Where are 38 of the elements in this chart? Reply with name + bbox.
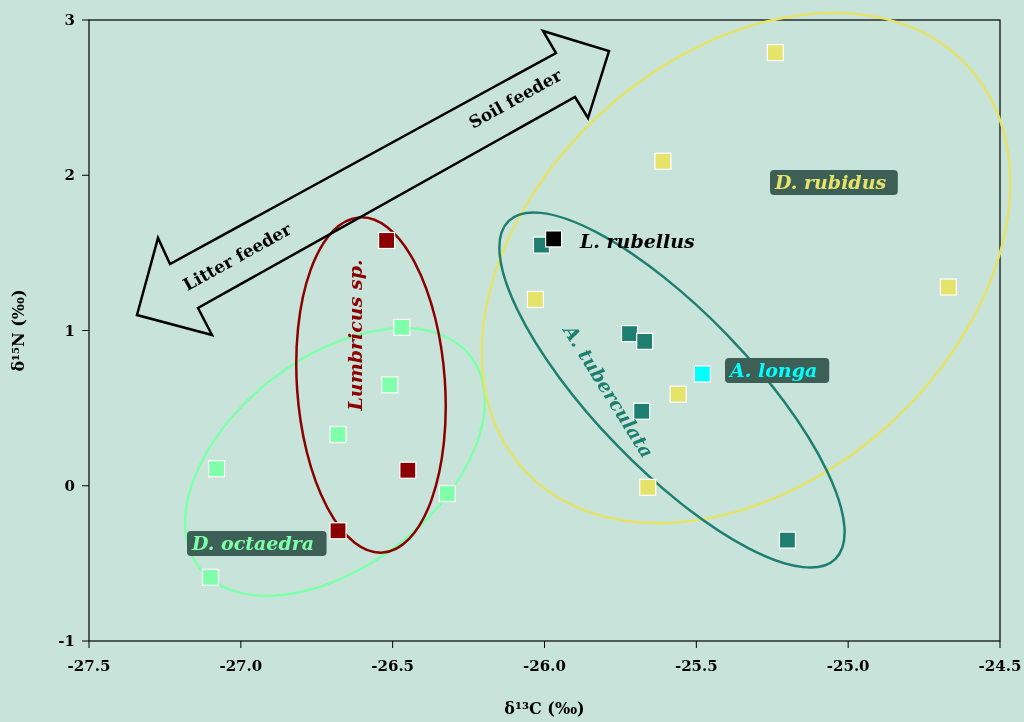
point bbox=[639, 478, 657, 496]
point bbox=[636, 332, 654, 350]
x-tick-label: -27.5 bbox=[67, 657, 111, 675]
point bbox=[207, 460, 226, 478]
y-tick-label: -1 bbox=[58, 632, 75, 650]
point bbox=[393, 318, 411, 336]
point bbox=[329, 425, 347, 444]
point bbox=[438, 484, 456, 503]
text: Lumbricus sp. bbox=[344, 259, 366, 412]
point bbox=[778, 531, 797, 549]
point bbox=[399, 461, 417, 479]
point bbox=[201, 568, 220, 586]
point bbox=[377, 231, 396, 250]
point bbox=[654, 152, 672, 170]
point bbox=[329, 522, 347, 540]
x-tick-label: -24.5 bbox=[978, 657, 1022, 675]
point bbox=[693, 365, 712, 383]
y-axis-title: δ¹⁵N (‰) bbox=[9, 289, 28, 372]
series-label: D. octaedra bbox=[191, 532, 315, 554]
point bbox=[526, 290, 544, 309]
x-tick-label: -25.0 bbox=[826, 657, 870, 675]
y-tick-label: 2 bbox=[64, 166, 75, 185]
y-tick-label: 0 bbox=[64, 476, 75, 495]
point bbox=[620, 325, 639, 343]
x-tick-label: -26.5 bbox=[371, 657, 415, 675]
x-tick-label: -27.0 bbox=[219, 657, 263, 675]
y-tick-label: 1 bbox=[64, 321, 75, 340]
point bbox=[381, 376, 399, 394]
point bbox=[545, 230, 563, 248]
point bbox=[669, 385, 687, 403]
x-tick-label: -26.0 bbox=[523, 657, 566, 675]
y-tick-label: 3 bbox=[64, 11, 75, 29]
x-axis-title: δ¹³C (‰) bbox=[504, 699, 585, 718]
text: D. rubidus bbox=[774, 171, 887, 193]
x-tick-label: -25.5 bbox=[674, 657, 718, 675]
point bbox=[939, 278, 957, 296]
series-label: A. longa bbox=[728, 359, 818, 381]
point bbox=[766, 44, 784, 62]
